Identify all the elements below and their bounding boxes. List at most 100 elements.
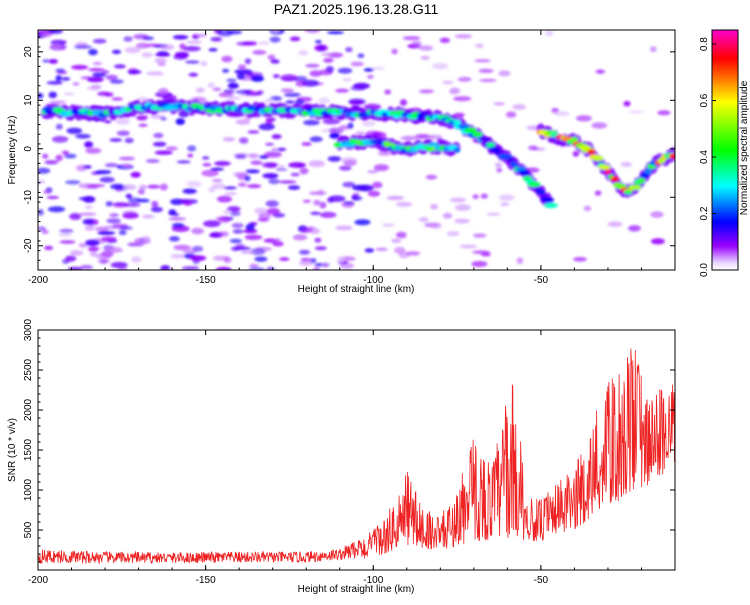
heatmap-noise-blob — [247, 184, 262, 189]
heatmap-x-tick-label: -100 — [363, 275, 383, 286]
ridge-core — [587, 149, 596, 155]
heatmap-noise-blob — [269, 36, 281, 43]
colorbar-tick-label: 0.2 — [699, 206, 710, 220]
heatmap-noise-blob — [457, 76, 472, 82]
heatmap-noise-blob — [325, 65, 334, 73]
heatmap-noise-blob — [278, 164, 285, 171]
heatmap-noise-blob — [137, 188, 145, 195]
heatmap-noise-blob — [158, 88, 169, 95]
heatmap-noise-blob — [105, 74, 118, 80]
snr-y-tick-label: 1500 — [23, 438, 34, 461]
heatmap-noise-blob — [285, 100, 295, 104]
heatmap-noise-blob — [292, 234, 308, 241]
heatmap-noise-blob — [102, 70, 110, 74]
heatmap-noise-blob — [115, 117, 131, 125]
heatmap-noise-blob — [157, 62, 166, 67]
heatmap-noise-blob — [367, 190, 380, 197]
heatmap-noise-blob — [377, 151, 392, 156]
heatmap-noise-blob — [38, 92, 44, 99]
heatmap-noise-blob — [153, 132, 164, 139]
heatmap-noise-blob — [594, 190, 602, 196]
heatmap-noise-blob — [267, 54, 276, 61]
heatmap-noise-blob — [354, 131, 366, 136]
heatmap-noise-blob — [135, 42, 150, 49]
heatmap-noise-blob — [453, 96, 472, 102]
colorbar-tick-label: 0.6 — [699, 93, 710, 107]
heatmap-noise-blob — [168, 217, 187, 221]
heatmap-noise-blob — [424, 222, 440, 228]
heatmap-noise-blob — [127, 197, 142, 203]
heatmap-noise-blob — [273, 238, 282, 243]
heatmap-noise-blob — [188, 72, 199, 77]
heatmap-noise-blob — [454, 218, 470, 224]
ridge-core — [506, 157, 515, 163]
heatmap-noise-blob — [493, 102, 505, 106]
heatmap-noise-blob — [200, 61, 208, 67]
ridge-core — [453, 147, 461, 153]
heatmap-main-ridge — [40, 98, 558, 209]
colorbar-gradient — [711, 29, 739, 271]
heatmap-noise-blob — [627, 110, 645, 114]
heatmap-tertiary-ridge — [536, 123, 675, 198]
heatmap-noise-blob — [246, 73, 254, 77]
heatmap-noise-blob — [58, 233, 72, 237]
heatmap-noise-blob — [481, 252, 491, 257]
heatmap-noise-blob — [572, 150, 580, 157]
heatmap-noise-blob — [123, 36, 133, 42]
heatmap-noise-blob — [226, 78, 237, 83]
heatmap-noise-blob — [265, 142, 275, 146]
heatmap-noise-blob — [195, 87, 205, 93]
heatmap-noise-blob — [650, 211, 664, 218]
heatmap-noise-blob — [475, 43, 484, 49]
heatmap-noise-blob — [454, 34, 473, 39]
heatmap-noise-blob — [183, 201, 193, 206]
heatmap-noise-blob — [314, 246, 327, 251]
heatmap-noise-blob — [55, 75, 62, 82]
heatmap-noise-blob — [215, 266, 232, 270]
colorbar-tick-label: 0.0 — [699, 263, 710, 277]
heatmap-noise-blob — [92, 38, 107, 44]
heatmap-noise-blob — [186, 180, 202, 188]
heatmap-noise-blob — [512, 104, 526, 110]
heatmap-noise-blob — [201, 169, 219, 177]
heatmap-noise-blob — [442, 212, 453, 219]
heatmap-noise-blob — [319, 201, 327, 209]
heatmap-noise-blob — [411, 40, 422, 47]
heatmap-noise-blob — [119, 226, 133, 230]
heatmap-noise-blob — [100, 250, 114, 258]
ridge-core — [604, 169, 612, 175]
heatmap-noise-blob — [371, 66, 385, 70]
ridge-core — [592, 155, 604, 161]
heatmap-x-tick-label: -200 — [28, 275, 48, 286]
heatmap-noise-blob — [414, 134, 431, 139]
heatmap-noise-blob — [141, 52, 153, 58]
ridge-core — [541, 197, 554, 203]
heatmap-noise-blob — [168, 209, 177, 216]
heatmap-noise-blob — [298, 50, 309, 56]
heatmap-noise-blob — [46, 196, 60, 199]
heatmap-noise-blob — [375, 247, 388, 251]
heatmap-noise-blob — [245, 169, 260, 174]
heatmap-x-axis-label: Height of straight line (km) — [298, 284, 415, 295]
heatmap-noise-blob — [227, 82, 239, 89]
heatmap-noise-blob — [55, 154, 63, 162]
heatmap-noise-blob — [48, 91, 58, 99]
heatmap-y-axis-label: Frequency (Hz) — [7, 116, 18, 185]
heatmap-noise-blob — [59, 240, 76, 244]
heatmap-noise-blob — [131, 256, 142, 263]
heatmap-noise-blob — [339, 165, 352, 171]
heatmap-noise-blob — [85, 239, 100, 247]
heatmap-noise-blob — [290, 172, 300, 177]
heatmap-noise-blob — [212, 87, 222, 92]
heatmap-noise-blob — [432, 62, 449, 70]
heatmap-noise-blob — [69, 213, 82, 220]
ridge-core — [644, 168, 652, 174]
heatmap-noise-blob — [328, 195, 346, 202]
heatmap-noise-blob — [391, 238, 402, 244]
heatmap-noise-blob — [449, 87, 461, 95]
heatmap-noise-blob — [252, 50, 267, 55]
heatmap-x-tick-label: -50 — [534, 275, 549, 286]
heatmap-noise-blob — [84, 141, 94, 148]
heatmap-noise-blob — [42, 190, 52, 195]
heatmap-noise-blob — [47, 206, 66, 213]
